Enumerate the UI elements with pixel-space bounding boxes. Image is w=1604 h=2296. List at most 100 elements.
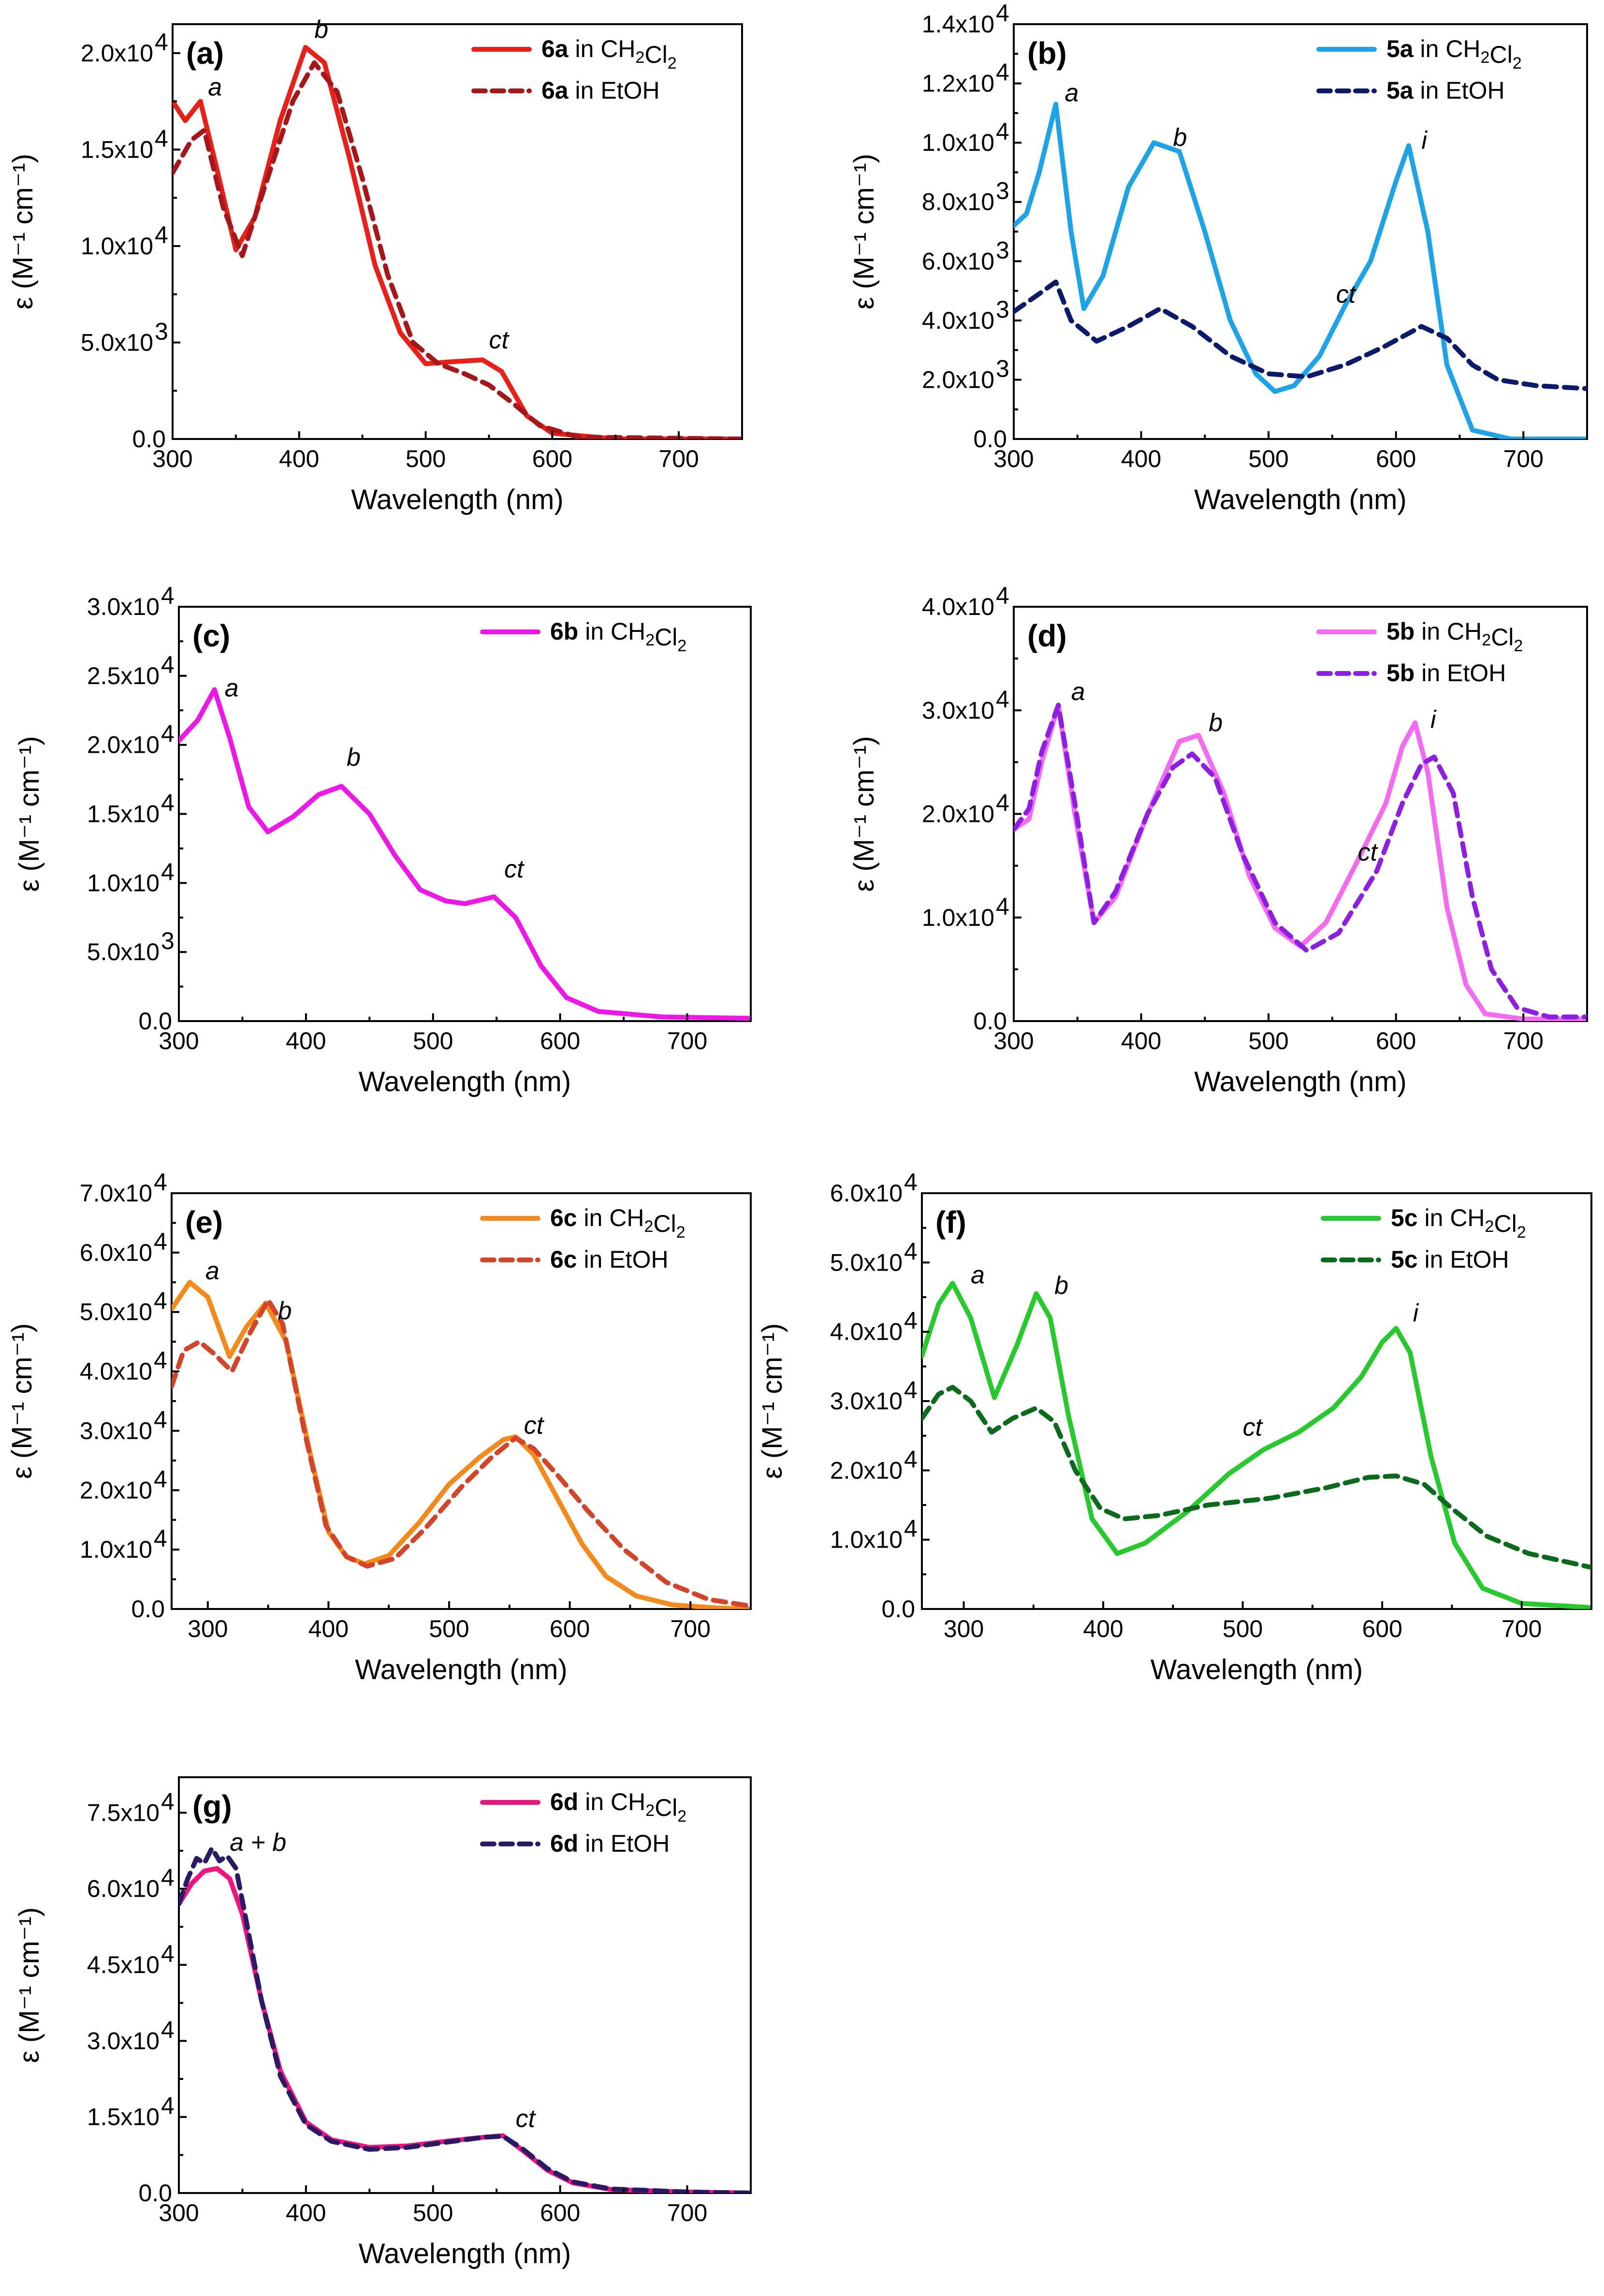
y-tick-label: 2.5x10 — [87, 662, 160, 689]
peak-annotation: b — [1209, 709, 1223, 737]
y-tick-label: 3.0x10 — [830, 1388, 903, 1415]
y-tick-exponent: 4 — [154, 1287, 167, 1315]
x-tick-label: 300 — [152, 445, 192, 472]
y-tick-label: 1.5x10 — [87, 2104, 160, 2131]
y-tick-label: 7.5x10 — [87, 1799, 160, 1826]
y-tick-exponent: 4 — [161, 651, 175, 678]
y-tick-exponent: 4 — [154, 1169, 167, 1196]
peak-annotation: b — [1173, 123, 1187, 151]
y-tick-label: 4.5x10 — [87, 1951, 160, 1978]
y-tick-exponent: 4 — [996, 59, 1009, 86]
x-tick-label: 500 — [1248, 1027, 1288, 1054]
y-tick-exponent: 4 — [161, 1940, 175, 1967]
y-tick-label: 8.0x10 — [922, 189, 994, 216]
y-tick-label: 1.0x10 — [81, 233, 153, 260]
y-tick-label: 2.0x10 — [87, 731, 160, 759]
legend-label: 5c in CH2Cl2 — [1391, 1204, 1526, 1242]
y-tick-exponent: 4 — [161, 790, 175, 817]
x-tick-label: 300 — [159, 1027, 199, 1054]
y-tick-label: 5.0x10 — [80, 1299, 152, 1326]
x-tick-label: 400 — [286, 1027, 326, 1054]
x-tick-label: 300 — [159, 2199, 199, 2226]
panel-label: (b) — [1027, 36, 1067, 71]
y-tick-exponent: 4 — [996, 790, 1009, 817]
y-tick-exponent: 4 — [154, 1347, 167, 1374]
y-tick-exponent: 4 — [155, 221, 168, 249]
y-tick-exponent: 4 — [161, 1864, 175, 1891]
panel-label: (f) — [935, 1205, 966, 1240]
peak-annotation: ct — [504, 855, 525, 883]
x-tick-label: 500 — [1223, 1615, 1263, 1642]
legend-label: 6d in EtOH — [550, 1830, 670, 1857]
x-tick-label: 300 — [944, 1615, 984, 1642]
y-axis-title: ε (M⁻¹ cm⁻¹) — [7, 154, 39, 309]
peak-annotation: i — [1413, 1299, 1419, 1327]
x-tick-label: 700 — [1503, 445, 1544, 472]
y-tick-exponent: 3 — [155, 318, 168, 345]
x-axis-title: Wavelength (nm) — [1194, 1066, 1406, 1097]
x-axis-title: Wavelength (nm) — [351, 484, 563, 515]
y-tick-label: 6.0x10 — [830, 1180, 903, 1207]
x-tick-label: 700 — [1502, 1615, 1542, 1642]
series-line-6c-etoh — [172, 1298, 751, 1609]
x-tick-label: 600 — [1362, 1615, 1402, 1642]
peak-annotation: i — [1430, 706, 1437, 734]
y-tick-exponent: 4 — [161, 858, 175, 885]
y-tick-label: 6.0x10 — [80, 1239, 152, 1266]
y-tick-exponent: 3 — [161, 927, 175, 954]
x-tick-label: 700 — [658, 445, 699, 472]
x-tick-label: 400 — [1121, 445, 1161, 472]
y-tick-label: 3.0x10 — [87, 2027, 160, 2054]
y-tick-label: 1.0x10 — [922, 129, 994, 156]
peak-annotation: i — [1421, 126, 1428, 154]
y-tick-label: 0.0 — [973, 425, 1007, 453]
peak-annotation: ct — [1336, 280, 1357, 308]
x-tick-label: 400 — [286, 2199, 326, 2226]
plot-frame — [178, 1776, 752, 2194]
y-tick-exponent: 4 — [996, 893, 1009, 920]
peak-annotation: a — [225, 674, 239, 702]
peak-annotation: a — [971, 1261, 985, 1289]
x-tick-label: 600 — [1376, 445, 1416, 472]
y-tick-exponent: 4 — [904, 1446, 918, 1473]
legend-label: 6a in CH2Cl2 — [541, 35, 677, 73]
y-tick-exponent: 3 — [996, 177, 1009, 205]
panel-label: (a) — [186, 36, 224, 71]
series-line-6a-etoh — [173, 60, 742, 439]
y-tick-label: 4.0x10 — [80, 1358, 152, 1385]
y-axis-title: ε (M⁻¹ cm⁻¹) — [14, 1907, 45, 2063]
x-axis-title: Wavelength (nm) — [359, 2238, 571, 2269]
peak-annotation: b — [314, 15, 328, 44]
series-line-6b-ch2cl2 — [179, 687, 751, 1021]
legend-label: 5a in EtOH — [1386, 77, 1505, 104]
x-tick-label: 400 — [308, 1615, 349, 1642]
x-axis-title: Wavelength (nm) — [359, 1066, 571, 1097]
peak-annotation: ct — [516, 2105, 537, 2133]
y-tick-label: 6.0x10 — [922, 248, 994, 275]
peak-annotation: a — [1064, 79, 1079, 107]
legend-label: 6a in EtOH — [541, 77, 660, 104]
y-tick-label: 0.0 — [138, 1008, 172, 1035]
legend-label: 5c in EtOH — [1391, 1246, 1509, 1273]
x-tick-label: 300 — [188, 1615, 228, 1642]
y-tick-label: 1.0x10 — [922, 904, 994, 931]
y-tick-label: 2.0x10 — [830, 1457, 903, 1484]
x-tick-label: 400 — [1121, 1027, 1161, 1054]
y-tick-label: 0.0 — [881, 1595, 915, 1623]
y-tick-label: 1.5x10 — [87, 801, 160, 828]
x-tick-label: 400 — [279, 445, 319, 472]
peak-annotation: ct — [1358, 838, 1379, 866]
x-tick-label: 500 — [406, 445, 446, 472]
y-tick-label: 1.0x10 — [830, 1526, 903, 1553]
x-tick-label: 700 — [670, 1615, 710, 1642]
y-tick-exponent: 4 — [996, 686, 1009, 713]
x-tick-label: 700 — [667, 1027, 707, 1054]
panel-label: (g) — [192, 1789, 232, 1824]
peak-annotation: b — [1054, 1272, 1068, 1300]
y-tick-exponent: 4 — [161, 2016, 175, 2043]
peak-annotation: ct — [489, 326, 510, 354]
y-tick-exponent: 4 — [904, 1307, 918, 1334]
legend-label: 5b in EtOH — [1386, 659, 1506, 687]
